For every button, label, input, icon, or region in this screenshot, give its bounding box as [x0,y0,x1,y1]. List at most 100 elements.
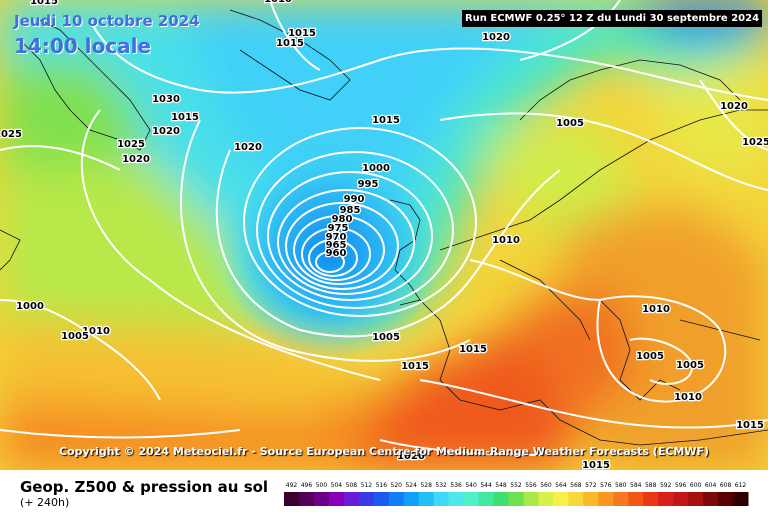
scale-value-label: 556 [525,482,537,489]
scale-swatch [373,492,390,506]
isobar-label: 1025 [117,139,145,150]
isobar-label: 1015 [372,115,400,126]
map-title: Geop. Z500 & pression au sol [20,478,269,496]
scale-value-label: 504 [331,482,343,489]
isobar-label: 1005 [636,351,664,362]
isobar-label: 970 [326,232,347,243]
scale-value-label: 568 [570,482,582,489]
isobar-lines [0,0,768,456]
scale-value-label: 600 [690,482,702,489]
scale-value-label: 492 [286,482,298,489]
scale-value-label: 516 [376,482,388,489]
isobar-label: 975 [328,223,349,234]
scale-swatch [418,492,435,506]
isobar-label: 985 [340,205,361,216]
scale-swatch [523,492,539,506]
scale-swatch [478,492,495,506]
scale-swatch [358,492,375,506]
scale-swatch [313,492,330,506]
isobar-label: 1005 [61,331,89,342]
scale-value-label: 588 [645,482,657,489]
scale-value-label: 604 [705,482,717,489]
isobar-label: 1020 [482,32,510,43]
isobar-label: 1015 [288,28,316,39]
forecast-date: Jeudi 10 octobre 2024 [14,12,200,30]
isobar-labels: 1015101010151015102010301015102010251025… [0,0,768,470]
scale-swatch [568,492,584,506]
scale-value-label: 532 [435,482,447,489]
isobar-label: 1015 [736,420,764,431]
scale-value-label: 496 [301,482,313,489]
copyright-notice: Copyright © 2024 Meteociel.fr - Source E… [58,445,710,458]
scale-value-label: 552 [510,482,522,489]
scale-swatch [628,492,644,506]
isobar-label: 1000 [362,163,390,174]
isobar-label: 1005 [676,360,704,371]
scale-value-label: 524 [405,482,417,489]
scale-value-label: 564 [555,482,567,489]
isobar-label: 1020 [122,154,150,165]
legend-scale: 492 496 500 504 508 512 516 520 524 528 532 536 540 5… [284,482,749,506]
scale-swatch [433,492,450,506]
scale-swatch [508,492,524,506]
scale-value-label: 512 [361,482,373,489]
scale-swatch [538,492,554,506]
isobar-label: 995 [358,179,379,190]
scale-swatch [493,492,510,506]
isobar-label: 1025 [742,137,768,148]
scale-value-label: 592 [660,482,672,489]
isobar-label: 1010 [642,304,670,315]
isobar-label: 960 [326,248,347,259]
legend-bar: 492 496 500 504 508 512 516 520 524 528 532 536 540 5… [0,470,768,512]
scale-value-label: 560 [540,482,552,489]
isobar-label: 1020 [234,142,262,153]
scale-swatch [553,492,569,506]
isobar-label: 1015 [401,361,429,372]
isobar-label: 1010 [674,392,702,403]
scale-swatch [284,492,300,506]
scale-swatch [343,492,360,506]
scale-value-label: 572 [585,482,597,489]
scale-value-label: 612 [735,482,747,489]
isobar-label: 1005 [372,332,400,343]
isobar-label: 1020 [720,101,748,112]
scale-value-label: 540 [465,482,477,489]
isobar-label: 980 [332,214,353,225]
forecast-time: 14:00 locale [14,34,151,58]
scale-value-label: 548 [495,482,507,489]
isobar-label: 1015 [171,112,199,123]
scale-swatch [688,492,704,506]
scale-swatch [448,492,465,506]
isobar-label: 965 [326,240,347,251]
isobar-label: 990 [344,194,365,205]
run-info: Run ECMWF 0.25° 12 Z du Lundi 30 septemb… [462,10,762,27]
coastlines [0,9,768,446]
isobar-label: 1020 [397,451,425,462]
weather-map: 1015101010151015102010301015102010251025… [0,0,768,470]
scale-swatch [298,492,315,506]
scale-value-label: 536 [450,482,462,489]
scale-swatch [463,492,480,506]
scale-swatch [388,492,405,506]
scale-value-label: 596 [675,482,687,489]
isobar-label: 1010 [264,0,292,5]
scale-swatch [598,492,614,506]
scale-swatch [583,492,599,506]
scale-value-label: 608 [720,482,732,489]
isobar-label: 1005 [556,118,584,129]
scale-swatch [328,492,345,506]
scale-swatch [673,492,689,506]
isobar-label: 1010 [82,326,110,337]
map-canvas: 1015101010151015102010301015102010251025… [0,0,768,470]
scale-swatch [403,492,420,506]
isobar-label: 1015 [276,38,304,49]
scale-value-label: 576 [600,482,612,489]
geopotential-field [0,0,768,470]
scale-value-label: 544 [480,482,492,489]
scale-value-label: 500 [316,482,328,489]
scale-value-label: 508 [346,482,358,489]
isobar-label: 1000 [16,301,44,312]
scale-value-label: 520 [391,482,403,489]
isobar-label: 1015 [582,460,610,470]
isobar-label: 1015 [30,0,58,7]
